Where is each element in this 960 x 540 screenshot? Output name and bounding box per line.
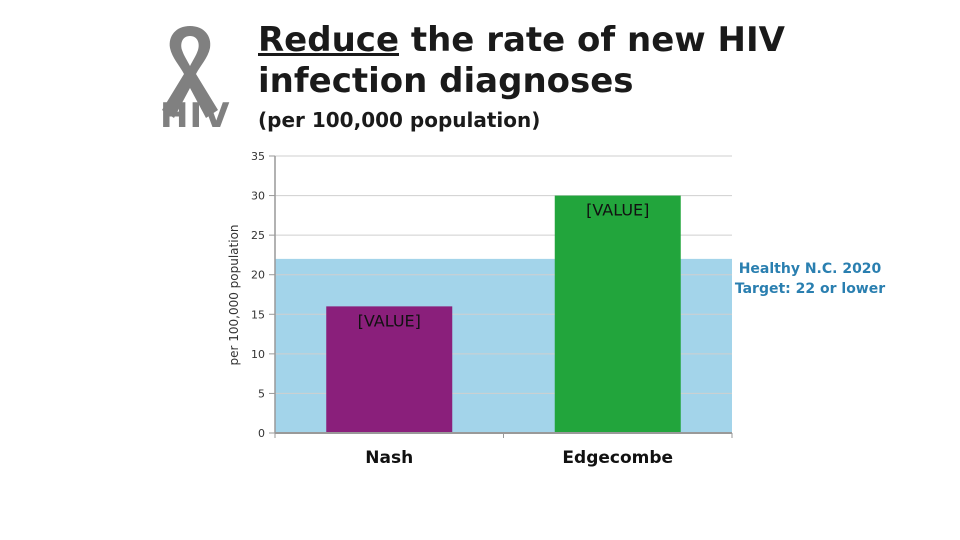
target-label-line: Healthy N.C. 2020 [739,261,882,277]
x-category-label: Nash [365,448,413,468]
y-tick-label: 0 [258,427,265,440]
y-tick-label: 15 [251,308,265,321]
page-subtitle: (per 100,000 population) [258,108,541,132]
data-label: [VALUE] [586,201,649,220]
y-tick-label: 20 [251,269,265,282]
title-emphasis: Reduce [258,20,399,60]
y-tick-label: 5 [258,387,265,400]
title-rest: the rate of new HIV infection diagnoses [258,20,785,101]
y-tick-label: 25 [251,229,265,242]
hiv-logo-text: HIV [160,96,231,136]
hiv-ribbon-logo-icon [162,26,218,118]
x-category-label: Edgecombe [562,448,673,468]
bar-edgecombe [554,195,681,433]
bar-nash [326,306,453,433]
y-tick-label: 30 [251,190,265,203]
page-title: Reduce the rate of new HIV infection dia… [258,20,818,102]
data-label: [VALUE] [358,311,421,330]
y-tick-label: 35 [251,150,265,163]
y-axis-title: per 100,000 population [227,224,241,365]
y-tick-label: 10 [251,348,265,361]
target-label-line: Target: 22 or lower [735,281,885,297]
